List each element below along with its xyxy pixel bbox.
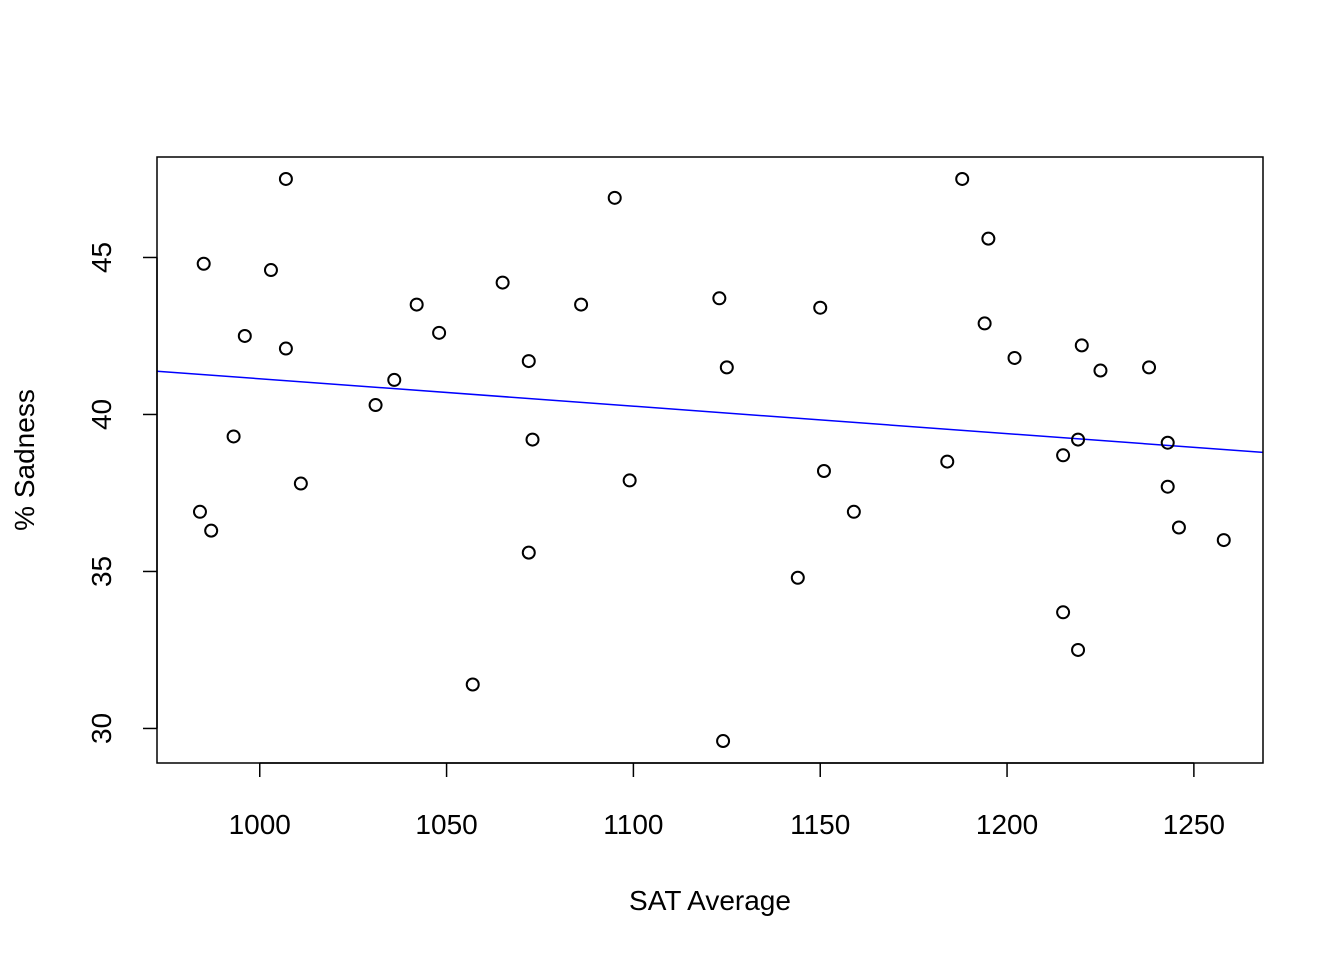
y-tick-label: 30	[86, 713, 117, 744]
data-point	[368, 398, 383, 413]
x-tick-label: 1100	[603, 809, 663, 840]
data-point	[1160, 479, 1175, 494]
data-point	[622, 473, 637, 488]
data-point	[712, 291, 727, 306]
data-point	[1216, 533, 1231, 548]
plot-area	[157, 171, 1263, 749]
data-point	[278, 341, 293, 356]
x-tick-label: 1050	[415, 809, 477, 840]
data-point	[465, 677, 480, 692]
data-point	[1142, 360, 1157, 375]
data-point	[204, 523, 219, 538]
data-point	[790, 570, 805, 585]
data-point	[816, 463, 831, 478]
x-axis-title: SAT Average	[629, 885, 791, 916]
data-point	[1093, 363, 1108, 378]
data-point	[432, 325, 447, 340]
data-point	[495, 275, 510, 290]
data-point	[1160, 435, 1175, 450]
data-point	[521, 354, 536, 369]
y-tick-label: 40	[86, 399, 117, 430]
data-point	[192, 504, 207, 519]
data-point	[716, 734, 731, 749]
data-point	[387, 372, 402, 387]
data-point	[1007, 350, 1022, 365]
data-point	[278, 171, 293, 186]
x-tick-label: 1250	[1163, 809, 1225, 840]
data-point	[607, 190, 622, 205]
data-point	[293, 476, 308, 491]
data-point	[237, 328, 252, 343]
data-point	[226, 429, 241, 444]
x-tick-label: 1150	[790, 809, 850, 840]
data-point	[196, 256, 211, 271]
y-tick-label: 35	[86, 556, 117, 587]
data-point	[981, 231, 996, 246]
data-point	[1056, 448, 1071, 463]
y-axis-title: % Sadness	[9, 389, 40, 531]
data-point	[521, 545, 536, 560]
y-axis: 30 35 40 45	[86, 242, 158, 744]
data-point	[977, 316, 992, 331]
data-point	[574, 297, 589, 312]
y-tick-label: 45	[86, 242, 117, 273]
data-point	[525, 432, 540, 447]
data-point	[409, 297, 424, 312]
data-point	[1074, 338, 1089, 353]
data-point	[846, 504, 861, 519]
data-point	[940, 454, 955, 469]
data-point	[813, 300, 828, 315]
x-tick-label: 1200	[976, 809, 1038, 840]
data-point	[1171, 520, 1186, 535]
data-point	[955, 171, 970, 186]
data-point	[263, 263, 278, 278]
data-point	[1056, 605, 1071, 620]
regression-line	[157, 370, 1263, 454]
x-tick-label: 1000	[229, 809, 291, 840]
data-point	[1071, 642, 1086, 657]
data-point	[719, 360, 734, 375]
x-axis: 1000 1050 1100 1150 1200 1250	[229, 762, 1225, 840]
data-point	[1071, 432, 1086, 447]
